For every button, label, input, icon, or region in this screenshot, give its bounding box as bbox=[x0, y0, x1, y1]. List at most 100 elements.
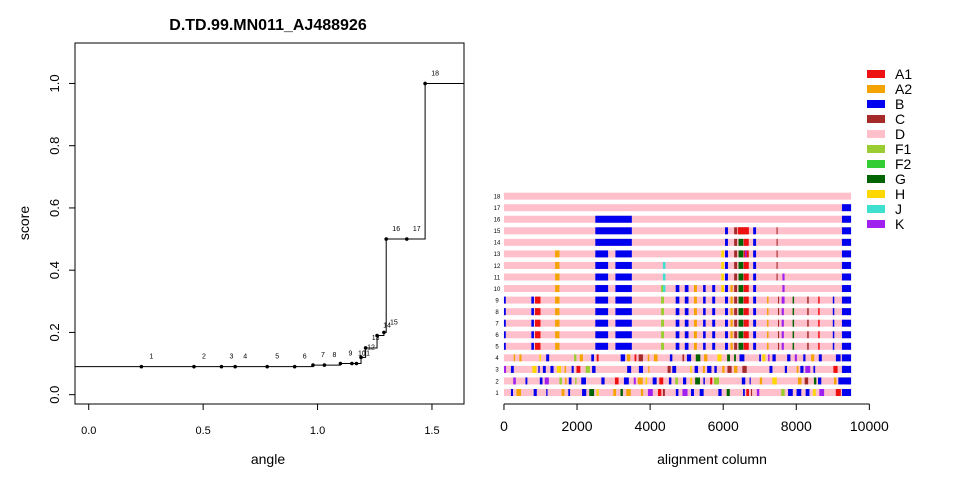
segment-G bbox=[792, 308, 795, 316]
segment-B bbox=[690, 389, 694, 396]
segment-B bbox=[753, 238, 757, 246]
segment-B bbox=[753, 261, 757, 269]
segment-C bbox=[807, 331, 809, 339]
segment-C bbox=[778, 319, 780, 327]
segment-A2 bbox=[722, 365, 725, 373]
score-point bbox=[265, 364, 270, 369]
segment-K bbox=[544, 377, 549, 385]
segment-B bbox=[788, 389, 793, 396]
segment-B bbox=[841, 377, 852, 385]
segment-C bbox=[776, 238, 778, 246]
segment-C bbox=[807, 308, 809, 316]
segment-B bbox=[772, 354, 776, 362]
segment-G bbox=[738, 331, 744, 339]
segment-B bbox=[832, 331, 835, 339]
score-point-label: 12 bbox=[367, 344, 375, 351]
segment-B bbox=[703, 319, 706, 327]
segment-B bbox=[832, 319, 835, 327]
segment-B bbox=[803, 354, 806, 362]
segment-F1 bbox=[781, 389, 785, 396]
segment-B bbox=[595, 250, 609, 258]
segment-B bbox=[753, 308, 757, 316]
segment-G bbox=[695, 354, 701, 362]
segment-C bbox=[734, 261, 738, 269]
segment-A1 bbox=[818, 342, 820, 350]
y-tick-label: 1.0 bbox=[47, 74, 62, 92]
segment-B bbox=[841, 227, 852, 235]
segment-B bbox=[832, 296, 835, 304]
segment-F1 bbox=[574, 354, 577, 362]
legend-swatch-f1 bbox=[867, 145, 885, 153]
segment-F1 bbox=[585, 365, 590, 373]
segment-B bbox=[503, 296, 506, 304]
segment-K bbox=[781, 331, 784, 339]
segment-F1 bbox=[661, 342, 664, 350]
segment-B bbox=[542, 365, 546, 373]
segment-B bbox=[832, 308, 835, 316]
segment-H bbox=[690, 365, 692, 373]
segment-A2 bbox=[555, 261, 560, 269]
x-tick-label: 10000 bbox=[850, 418, 889, 434]
segment-A2 bbox=[796, 365, 799, 373]
segment-B bbox=[725, 331, 728, 339]
segment-G bbox=[792, 296, 795, 304]
segment-A1 bbox=[634, 354, 637, 362]
score-point-label: 10 bbox=[358, 351, 366, 358]
segment-K bbox=[782, 296, 785, 304]
segment-B bbox=[725, 238, 728, 246]
segment-A2 bbox=[516, 389, 522, 396]
segment-B bbox=[684, 342, 689, 350]
segment-B bbox=[595, 342, 609, 350]
segment-B bbox=[841, 389, 852, 396]
segment-B bbox=[623, 377, 629, 385]
segment-B bbox=[841, 354, 852, 362]
segment-B bbox=[703, 296, 706, 304]
segment-K bbox=[781, 342, 784, 350]
score-point-label: 15 bbox=[390, 319, 398, 326]
segment-B bbox=[796, 389, 802, 396]
segment-A2 bbox=[693, 331, 697, 339]
segment-A2 bbox=[730, 319, 733, 327]
segment-B bbox=[725, 319, 728, 327]
segment-F1 bbox=[575, 377, 577, 385]
segment-B bbox=[595, 331, 609, 339]
segment-B bbox=[595, 227, 632, 235]
segment-B bbox=[615, 273, 632, 281]
segment-B bbox=[739, 354, 745, 362]
segment-H bbox=[721, 261, 724, 269]
row-label: 8 bbox=[495, 310, 499, 316]
segment-B bbox=[703, 308, 706, 316]
segment-A2 bbox=[555, 308, 560, 316]
segment-B bbox=[841, 261, 852, 269]
segment-A2 bbox=[561, 389, 565, 396]
segment-B bbox=[818, 354, 822, 362]
segment-G bbox=[738, 285, 744, 293]
segment-C bbox=[778, 308, 780, 316]
segment-B bbox=[694, 365, 699, 373]
segment-B bbox=[787, 354, 791, 362]
score-point-label: 13 bbox=[372, 335, 380, 342]
segment-B bbox=[595, 296, 609, 304]
segment-B bbox=[510, 365, 514, 373]
segment-C bbox=[807, 342, 809, 350]
segment-B bbox=[525, 377, 528, 385]
segment-B bbox=[531, 331, 534, 339]
segment-C bbox=[734, 227, 738, 235]
segment-C bbox=[734, 308, 738, 316]
row-label: 9 bbox=[495, 298, 499, 304]
segment-G bbox=[738, 273, 744, 281]
segment-A2 bbox=[579, 354, 583, 362]
segment-B bbox=[669, 354, 673, 362]
segment-C bbox=[638, 354, 643, 362]
score-point bbox=[382, 330, 386, 335]
score-point-label: 17 bbox=[413, 226, 421, 233]
segment-K bbox=[782, 285, 785, 293]
segment-J bbox=[662, 261, 666, 269]
segment-B bbox=[841, 308, 852, 316]
segment-B bbox=[652, 377, 657, 385]
segment-A2 bbox=[519, 354, 522, 362]
segment-B bbox=[531, 342, 534, 350]
row-label: 1 bbox=[495, 391, 499, 397]
segment-A2 bbox=[626, 354, 631, 362]
x-axis-label: angle bbox=[251, 451, 285, 467]
